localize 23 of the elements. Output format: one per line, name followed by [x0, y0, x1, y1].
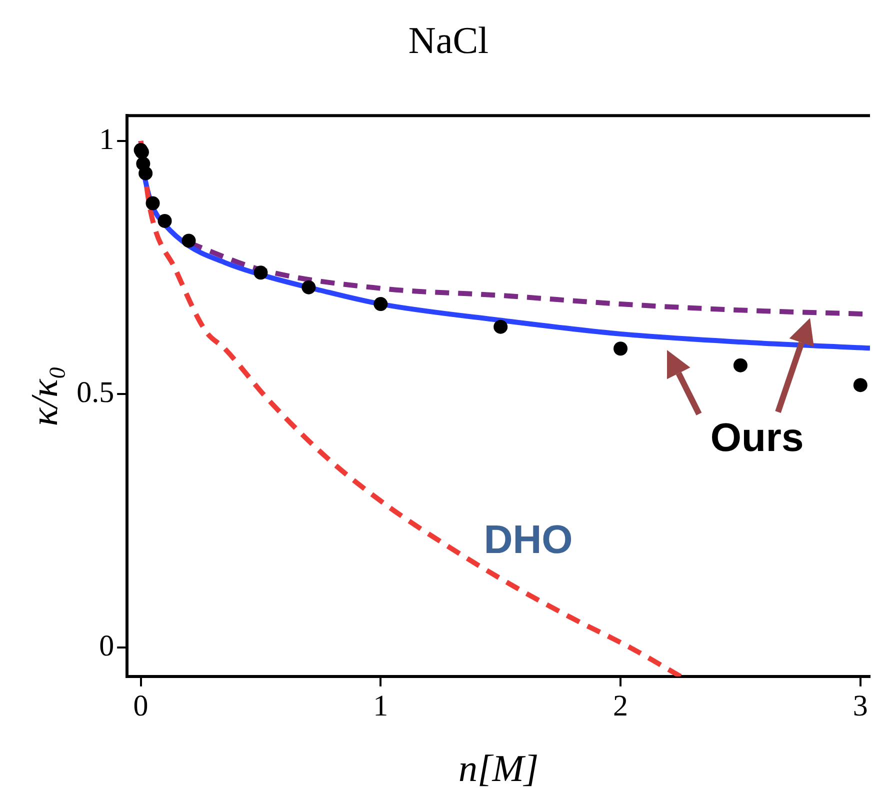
- point: [158, 214, 172, 228]
- x-tick-label: 3: [852, 689, 868, 722]
- point: [146, 196, 160, 210]
- y-tick-label: 0: [99, 629, 114, 662]
- x-tick-label: 2: [613, 689, 628, 722]
- point: [254, 266, 268, 280]
- point: [494, 320, 508, 334]
- point: [853, 378, 868, 392]
- chart-title: NaCl: [408, 20, 489, 62]
- point: [302, 280, 316, 294]
- point: [374, 297, 388, 312]
- x-axis-title: n[M]: [458, 748, 539, 790]
- x-tick-label: 1: [373, 689, 388, 722]
- y-axis-title: κ/κ₀: [24, 366, 66, 426]
- point: [138, 166, 153, 180]
- annotation: Ours: [710, 416, 804, 460]
- point: [614, 342, 628, 356]
- x-tick-label: 0: [133, 689, 148, 722]
- point: [182, 234, 196, 248]
- y-tick-label: 1: [99, 122, 114, 156]
- y-tick-label: 0.5: [76, 376, 114, 410]
- annotation: DHO: [484, 518, 573, 562]
- point: [733, 358, 748, 372]
